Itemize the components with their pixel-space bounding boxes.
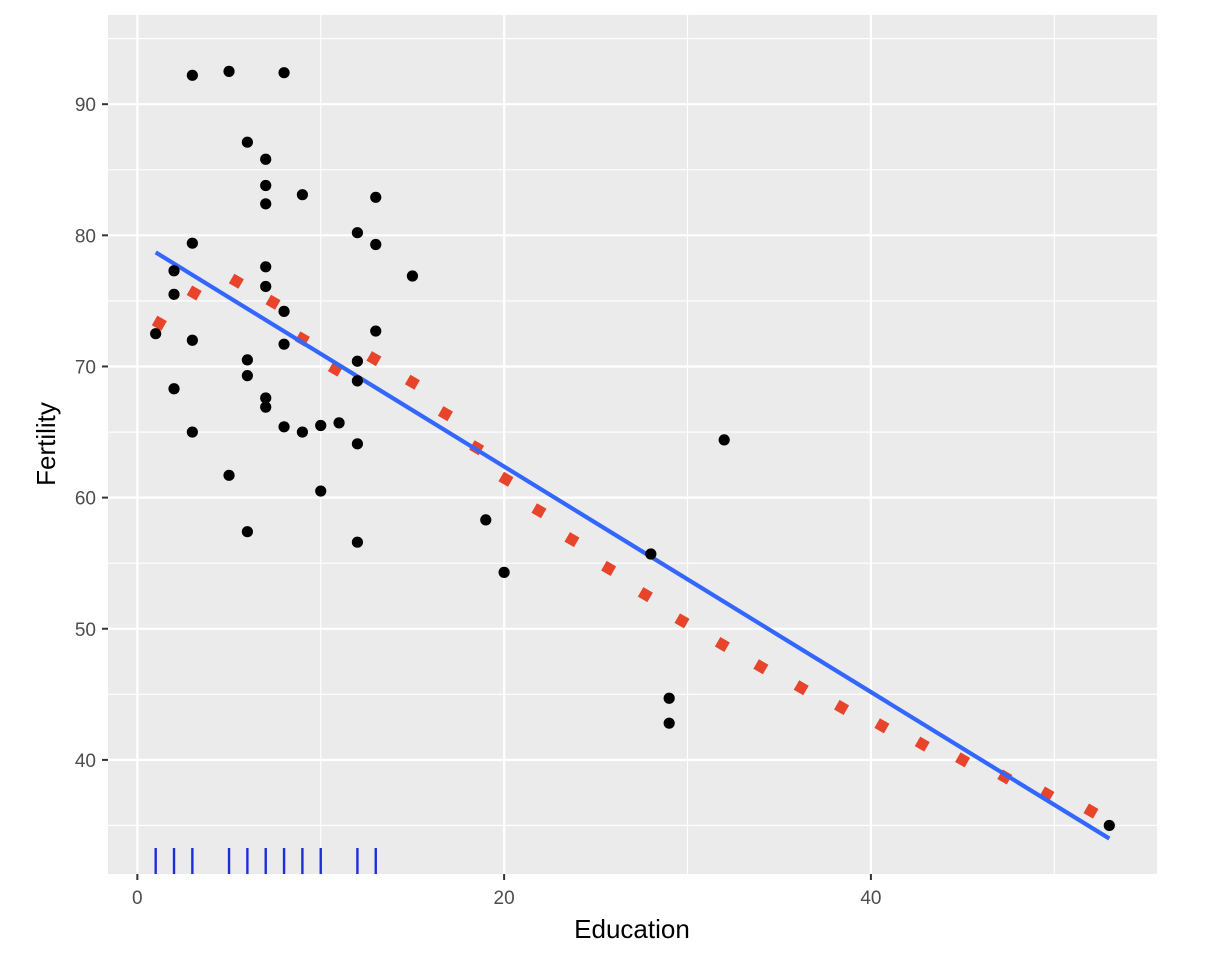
data-point	[278, 421, 290, 433]
dotted-line-dot	[955, 752, 971, 768]
data-point	[168, 383, 180, 395]
data-point	[663, 717, 675, 729]
data-point	[168, 288, 180, 300]
dotted-line-dot	[793, 680, 809, 696]
plot-panel	[108, 15, 1157, 874]
data-point	[186, 426, 198, 438]
x-rug	[154, 848, 377, 874]
data-point	[186, 69, 198, 81]
data-point	[1103, 819, 1115, 832]
data-point	[186, 237, 198, 249]
data-point	[186, 334, 198, 346]
dotted-line-dot	[151, 315, 167, 331]
y-axis-ticks: 40 50 60 70 80 90	[75, 95, 108, 772]
data-point	[351, 536, 364, 548]
dotted-line-dot	[498, 471, 514, 487]
dotted-line-dot	[674, 613, 690, 629]
data-point	[370, 191, 382, 203]
data-point	[296, 426, 308, 438]
y-tick-label: 70	[75, 357, 96, 378]
scatter-points	[150, 65, 1115, 832]
dotted-line-dot	[404, 374, 420, 390]
data-point	[663, 692, 675, 704]
data-point	[351, 355, 364, 367]
data-point	[718, 434, 730, 446]
dotted-line-dot	[531, 503, 547, 519]
data-point	[296, 189, 308, 201]
dotted-line-dot	[1083, 803, 1099, 819]
data-point	[260, 392, 272, 404]
dotted-line-dot	[265, 294, 281, 310]
regression-line	[154, 250, 1111, 841]
data-point	[278, 338, 290, 350]
y-tick-label: 60	[75, 489, 96, 510]
y-axis-title: Fertility	[31, 402, 61, 486]
data-point	[351, 375, 364, 387]
data-point	[223, 469, 235, 481]
data-point	[315, 419, 327, 432]
data-point	[351, 438, 364, 450]
dotted-line-dot	[874, 718, 890, 734]
data-point	[260, 153, 272, 165]
dotted-line-dot	[186, 285, 202, 301]
data-point	[645, 548, 657, 560]
dotted-line-dot	[228, 273, 244, 289]
data-point	[241, 370, 253, 382]
dotted-line-dot	[834, 699, 850, 715]
data-point	[370, 238, 382, 251]
data-point	[241, 526, 253, 538]
data-point	[150, 328, 162, 340]
data-point	[351, 227, 364, 239]
dotted-line-dot	[366, 351, 382, 367]
y-tick-label: 80	[75, 226, 96, 247]
data-point	[480, 514, 492, 526]
data-point	[278, 305, 290, 317]
data-point	[223, 65, 235, 77]
data-point	[406, 270, 419, 282]
y-tick-label: 40	[75, 751, 96, 772]
y-tick-label: 50	[75, 620, 96, 641]
regression-line-path	[154, 250, 1111, 841]
y-tick-label: 90	[75, 95, 96, 116]
data-point	[278, 67, 290, 79]
x-tick-label: 0	[132, 888, 143, 909]
data-point	[260, 280, 272, 293]
x-tick-label: 20	[494, 888, 515, 909]
data-point	[370, 325, 382, 337]
data-point	[260, 261, 272, 273]
data-point	[498, 566, 510, 578]
dotted-line-dot	[914, 736, 930, 752]
dotted-line-dot	[714, 636, 730, 653]
dotted-line-dot	[753, 659, 769, 675]
data-point	[168, 265, 180, 277]
data-point	[260, 401, 272, 413]
dotted-line-dot	[637, 587, 653, 603]
dotted-line-dot	[564, 532, 580, 548]
data-point	[315, 485, 327, 497]
dotted-line-dot	[437, 406, 453, 422]
x-tick-label: 40	[860, 888, 881, 909]
data-point	[241, 354, 253, 366]
data-point	[333, 417, 345, 429]
data-point	[260, 179, 272, 192]
data-point	[260, 198, 272, 210]
data-point	[241, 136, 253, 148]
x-axis-title: Education	[574, 914, 690, 944]
dotted-line-dot	[601, 560, 617, 576]
x-axis-ticks: 0 20 40	[132, 874, 881, 909]
